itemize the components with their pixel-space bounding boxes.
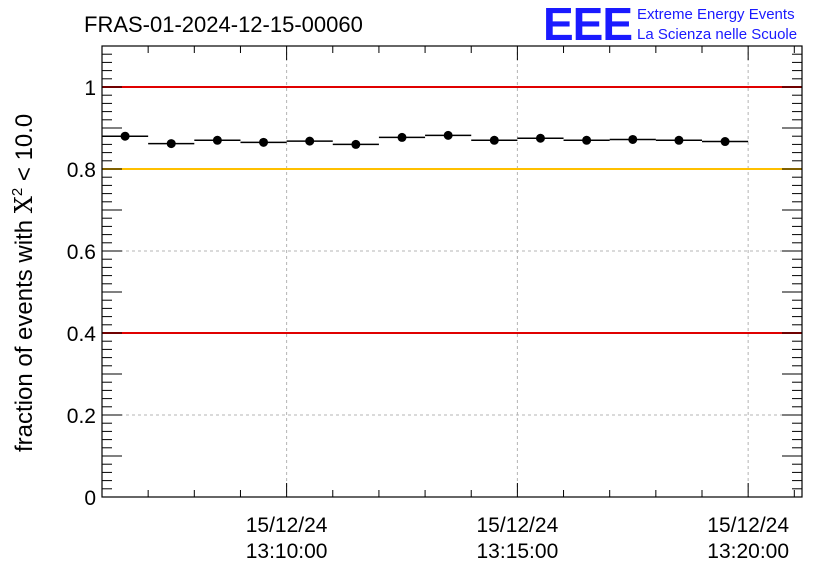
data-point [443, 130, 453, 140]
y-axis-title-prefix: fraction of events with [11, 213, 38, 452]
y-tick-label: 0.8 [67, 159, 96, 182]
x-tick-label-date: 15/12/24 [246, 514, 328, 537]
data-point [351, 139, 361, 149]
x-tick-label-date: 15/12/24 [707, 514, 789, 537]
y-tick-label: 0.4 [67, 323, 97, 346]
chart-title: FRAS-01-2024-12-15-00060 [84, 12, 363, 37]
data-point [259, 137, 269, 147]
x-tick-label-time: 13:15:00 [477, 540, 559, 563]
x-tick-label-date: 15/12/24 [477, 514, 559, 537]
logo-line-1: Extreme Energy Events [637, 6, 795, 23]
plot-frame [101, 45, 803, 498]
data-point [305, 136, 315, 146]
y-axis-title-symbol: X [10, 196, 38, 213]
y-axis-title: fraction of events with X2 < 10.0 [9, 114, 38, 452]
data-point [582, 135, 592, 145]
data-point [397, 132, 407, 142]
data-point [674, 135, 684, 145]
y-tick-label: 1 [84, 77, 96, 100]
y-axis-title-sup: 2 [9, 188, 26, 196]
y-tick-label: 0.6 [67, 241, 96, 264]
data-point [212, 135, 222, 145]
x-tick-label-time: 13:20:00 [707, 540, 789, 563]
data-point [720, 137, 730, 147]
y-tick-label: 0 [84, 487, 96, 510]
data-point [166, 139, 176, 149]
data-point [535, 133, 545, 143]
y-axis-title-suffix: < 10.0 [11, 114, 38, 188]
logo-line-2: La Scienza nelle Scuole [637, 26, 797, 43]
data-point [120, 131, 130, 141]
y-tick-label: 0.2 [67, 405, 96, 428]
data-point [489, 135, 499, 145]
plot-area: 0 0.2 0.4 0.6 0.8 1 15/12/24 13:10:00 15/12/24 13… [67, 45, 803, 563]
data-point [628, 134, 638, 144]
eee-logo: EEE Extreme Energy Events La Scienza nel… [543, 0, 797, 50]
x-tick-label-time: 13:10:00 [246, 540, 328, 563]
logo-text: EEE [543, 0, 632, 50]
